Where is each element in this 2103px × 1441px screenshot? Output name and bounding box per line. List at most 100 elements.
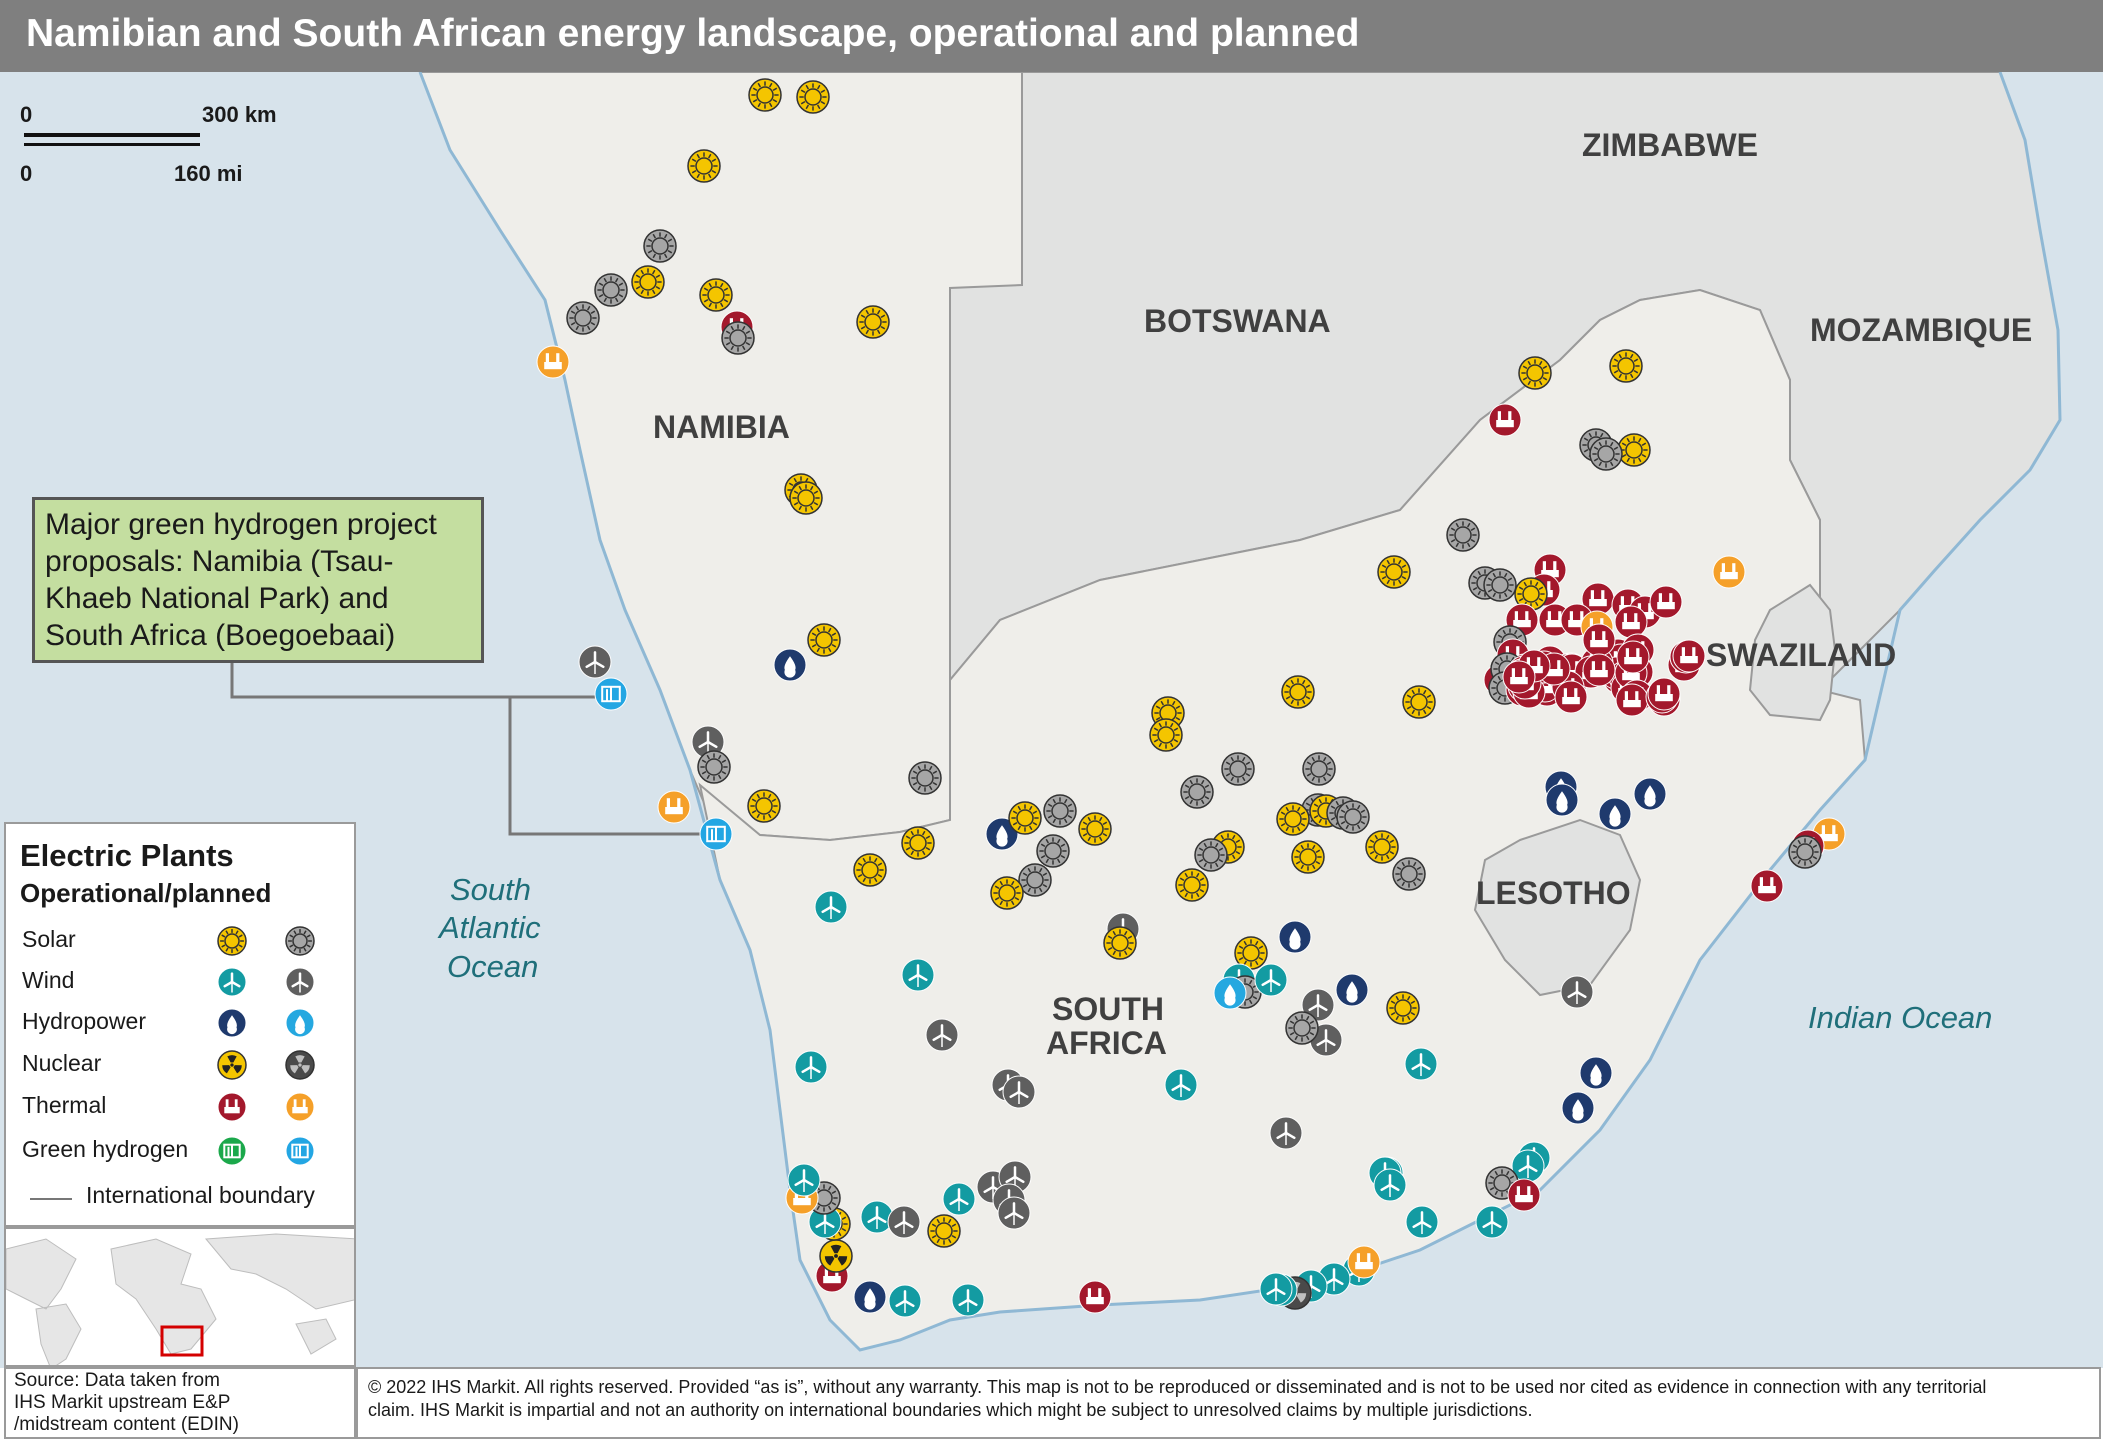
plant-marker-hydro-operational <box>1598 797 1632 831</box>
plant-marker-hydro-planned <box>1213 976 1247 1010</box>
callout-line: Major green hydrogen project <box>45 508 437 541</box>
plant-marker-hydro-operational <box>1633 777 1667 811</box>
callout-line: Khaeb National Park) and <box>45 582 389 615</box>
plant-marker-solar-planned <box>594 273 628 307</box>
plant-marker-solar-operational <box>1365 830 1399 864</box>
plant-marker-wind-operational <box>901 958 935 992</box>
plant-marker-wind-operational <box>787 1163 821 1197</box>
plant-marker-wind-planned <box>887 1205 921 1239</box>
plant-marker-solar-operational <box>901 826 935 860</box>
plant-marker-wind-operational <box>794 1050 828 1084</box>
plant-marker-solar-operational <box>789 481 823 515</box>
label-namibia: NAMIBIA <box>653 409 790 445</box>
plant-marker-solar-planned <box>697 750 731 784</box>
plant-marker-solar-operational <box>1281 675 1315 709</box>
plant-marker-wind-operational <box>1259 1272 1293 1306</box>
locator-inset-svg <box>6 1229 354 1365</box>
legend-title: Electric Plants <box>20 838 234 873</box>
plant-marker-thermal-operational <box>1616 640 1650 674</box>
plant-marker-wind-planned <box>578 645 612 679</box>
map-title: Namibian and South African energy landsc… <box>26 12 1360 55</box>
green-hydrogen-callout: Major green hydrogen project proposals: … <box>32 497 484 663</box>
legend-label: Nuclear <box>22 1050 102 1076</box>
plant-marker-solar-planned <box>1788 835 1822 869</box>
plant-marker-solar-planned <box>566 301 600 335</box>
label-mozambique: MOZAMBIQUE <box>1810 312 2032 348</box>
plant-marker-thermal-operational <box>1615 683 1649 717</box>
hydrogen-operational-icon <box>217 1136 247 1166</box>
label-swaziland: SWAZILAND <box>1706 637 1896 673</box>
legend-label: Solar <box>22 926 76 952</box>
plant-marker-solar-operational <box>1402 685 1436 719</box>
plant-marker-solar-operational <box>1103 926 1137 960</box>
label-ocean-atlantic-line1: South <box>450 872 531 907</box>
plant-marker-thermal-operational <box>1672 639 1706 673</box>
plant-marker-wind-operational <box>1404 1047 1438 1081</box>
plant-marker-thermal-operational <box>1582 653 1616 687</box>
legend-label: Thermal <box>22 1092 107 1118</box>
plant-marker-solar-operational <box>1377 555 1411 589</box>
legend-icons <box>217 926 315 1166</box>
plant-marker-wind-operational <box>951 1283 985 1317</box>
plant-marker-wind-operational <box>808 1205 842 1239</box>
plant-marker-solar-operational <box>1149 718 1183 752</box>
land-swaziland <box>1748 583 1837 722</box>
plant-marker-thermal-operational <box>1502 660 1536 694</box>
scale-km-label: 300 km <box>202 102 277 127</box>
plant-marker-wind-planned <box>925 1018 959 1052</box>
source-line: IHS Markit upstream E&P <box>14 1392 231 1413</box>
plant-marker-solar-operational <box>1518 356 1552 390</box>
scale-mi-zero: 0 <box>20 161 32 186</box>
plant-marker-wind-operational <box>1511 1149 1545 1183</box>
plant-marker-wind-operational <box>1373 1168 1407 1202</box>
copyright-note: © 2022 IHS Markit. All rights reserved. … <box>356 1367 2101 1439</box>
label-zimbabwe: ZIMBABWE <box>1582 127 1758 163</box>
plant-marker-hydro-operational <box>773 648 807 682</box>
legend: Electric Plants Operational/planned Sola… <box>4 822 356 1227</box>
plant-marker-solar-planned <box>908 761 942 795</box>
plant-marker-solar-operational <box>699 278 733 312</box>
plant-marker-solar-planned <box>1302 752 1336 786</box>
wind-planned-icon <box>285 967 315 997</box>
plant-marker-wind-planned <box>1269 1116 1303 1150</box>
nuclear-operational-icon <box>217 1050 247 1080</box>
plant-marker-solar-planned <box>1036 834 1070 868</box>
plant-marker-solar-planned <box>1194 838 1228 872</box>
locator-inset-map <box>4 1227 356 1367</box>
plant-marker-wind-operational <box>1475 1205 1509 1239</box>
plant-marker-wind-operational <box>1405 1205 1439 1239</box>
source-note: Source: Data taken from IHS Markit upstr… <box>4 1367 356 1439</box>
plant-marker-hydrogen-planned <box>699 817 733 851</box>
plant-marker-thermal-planned <box>1347 1245 1381 1279</box>
legend-label: Green hydrogen <box>22 1136 189 1162</box>
plant-marker-solar-operational <box>631 265 665 299</box>
plant-marker-hydro-operational <box>985 817 1019 851</box>
nuclear-planned-icon <box>285 1050 315 1080</box>
plant-marker-solar-operational <box>796 80 830 114</box>
plant-marker-thermal-planned <box>1712 555 1746 589</box>
scale-mi-label: 160 mi <box>174 161 243 186</box>
plant-marker-solar-operational <box>1386 991 1420 1025</box>
label-lesotho: LESOTHO <box>1476 875 1631 911</box>
plant-marker-solar-planned <box>1336 800 1370 834</box>
plant-marker-thermal-operational <box>1581 582 1615 616</box>
scale-km-zero: 0 <box>20 102 32 127</box>
plant-marker-solar-planned <box>1018 863 1052 897</box>
title-bar: Namibian and South African energy landsc… <box>0 0 2103 72</box>
plant-marker-thermal-operational <box>1582 623 1616 657</box>
plant-marker-hydrogen-planned <box>594 677 628 711</box>
callout-line: proposals: Namibia (Tsau- <box>45 545 394 578</box>
callout-line: South Africa (Boegoebaai) <box>45 619 396 652</box>
plant-marker-solar-operational <box>1078 812 1112 846</box>
copyright-line: © 2022 IHS Markit. All rights reserved. … <box>368 1377 1987 1397</box>
plant-marker-wind-planned <box>1301 988 1335 1022</box>
plant-marker-wind-operational <box>942 1182 976 1216</box>
legend-subtitle: Operational/planned <box>20 878 272 908</box>
plant-marker-solar-operational <box>990 876 1024 910</box>
source-line: Source: Data taken from <box>14 1370 220 1391</box>
plant-marker-solar-operational <box>856 305 890 339</box>
plant-marker-thermal-operational <box>1649 585 1683 619</box>
plant-marker-solar-operational <box>747 789 781 823</box>
plant-marker-solar-planned <box>1589 437 1623 471</box>
plant-marker-solar-operational <box>927 1214 961 1248</box>
